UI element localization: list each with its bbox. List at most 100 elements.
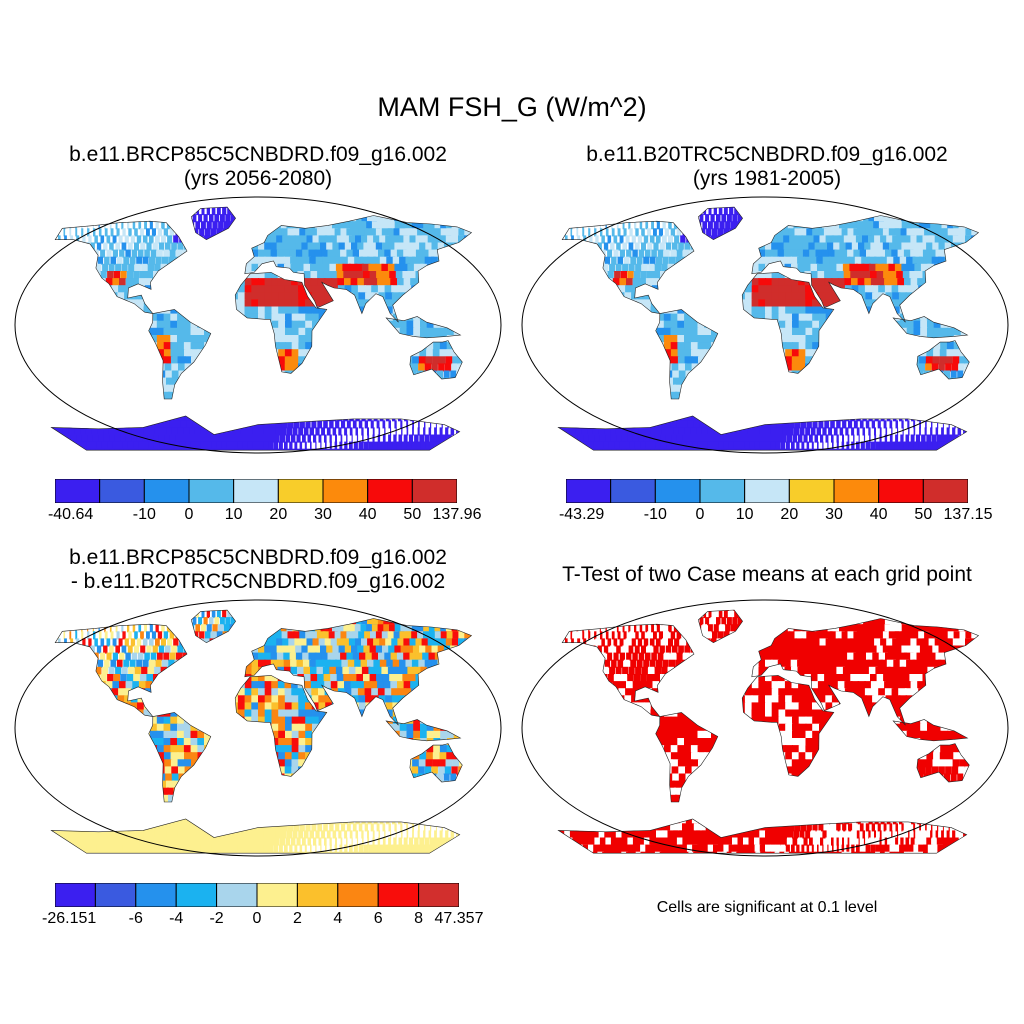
panel1-colorbar-ticks: -40.64 -10 0 10 20 30 40 50 137.96 xyxy=(48,506,482,526)
panel1-title-line2: (yrs 2056-2080) xyxy=(183,167,333,190)
p1-colorbar-box-0 xyxy=(55,479,101,503)
p3-colorbar-tick-8: 8 xyxy=(414,910,424,927)
p3-colorbar-tick-0: -26.151 xyxy=(41,910,97,927)
p1-coastline-namerica xyxy=(54,220,188,315)
p2-colorbar-box-2 xyxy=(654,479,701,503)
p3-colorbar-box-5 xyxy=(256,883,298,907)
p2-map-border xyxy=(521,196,1009,454)
panel2-world-map xyxy=(521,196,1009,454)
p3-colorbar-tick-5: 2 xyxy=(292,910,302,927)
p3-coastline-antarctica xyxy=(50,818,461,854)
p2-colorbar-tick-0: -43.29 xyxy=(558,506,605,523)
panel2-colorbar xyxy=(566,479,968,503)
p2-coastline-namerica xyxy=(561,220,695,315)
p3-coastline-africa xyxy=(234,675,328,777)
p1-coastline-australia xyxy=(409,340,463,380)
p3-coastline-samerica xyxy=(148,712,212,803)
p3-coastline-greenland xyxy=(190,609,236,644)
p1-coastline-africa xyxy=(234,272,328,374)
panel3-colorbar-ticks: -26.151 -6 -4 -2 0 2 4 6 8 47.357 xyxy=(42,910,483,930)
p1-map-border xyxy=(14,196,502,454)
p1-colorbar-box-3 xyxy=(188,479,235,503)
p2-coastline-eurasia xyxy=(751,215,980,323)
panel3-colorbar xyxy=(55,883,459,907)
panel2-title: b.e11.B20TRC5CNBDRD.f09_g16.002 (yrs 198… xyxy=(517,143,1017,191)
panel1-colorbar xyxy=(55,479,457,503)
p3-map-border xyxy=(14,599,502,857)
p2-coastline-africa xyxy=(741,272,835,374)
p1-colorbar-box-7 xyxy=(367,479,413,503)
p2-coastline-greenland xyxy=(697,206,743,241)
p3-colorbar-box-7 xyxy=(337,883,379,907)
p4-coastline-namerica xyxy=(561,623,695,718)
p3-coastline-eurasia xyxy=(244,618,473,726)
panel2-title-line2: (yrs 1981-2005) xyxy=(692,167,842,190)
p2-colorbar-box-3 xyxy=(699,479,746,503)
p4-coastline-antarctica xyxy=(557,818,968,854)
p1-colorbar-tick-6: 40 xyxy=(358,506,377,523)
p2-coastline-indonesia xyxy=(892,316,969,339)
p1-colorbar-box-2 xyxy=(143,479,190,503)
p1-coastline-greenland xyxy=(190,206,236,241)
p1-colorbar-box-6 xyxy=(322,479,369,503)
p2-colorbar-tick-5: 30 xyxy=(825,506,843,523)
p1-colorbar-tick-2: 0 xyxy=(184,506,194,523)
panel1-title: b.e11.BRCP85C5CNBDRD.f09_g16.002 (yrs 20… xyxy=(8,143,508,191)
p1-colorbar-tick-8: 137.96 xyxy=(432,506,482,523)
p2-colorbar-box-5 xyxy=(788,479,835,503)
p4-coastline-australia xyxy=(916,743,970,783)
p3-colorbar-tick-6: 4 xyxy=(333,910,343,927)
panel3-title-line2: - b.e11.B20TRC5CNBDRD.f09_g16.002 xyxy=(70,570,446,593)
p3-colorbar-box-8 xyxy=(377,883,420,907)
p1-colorbar-tick-1: -10 xyxy=(132,506,156,523)
p1-coastline-eurasia xyxy=(244,215,473,323)
p1-colorbar-box-1 xyxy=(99,479,145,503)
p3-colorbar-box-1 xyxy=(94,883,137,907)
p3-coastline-namerica xyxy=(54,623,188,718)
p3-coastline-indonesia xyxy=(385,719,462,742)
p1-colorbar-tick-7: 50 xyxy=(403,506,422,523)
p2-colorbar-tick-3: 10 xyxy=(735,506,754,523)
p1-colorbar-tick-3: 10 xyxy=(224,506,243,523)
p3-colorbar-tick-7: 6 xyxy=(373,910,383,927)
p3-colorbar-tick-4: 0 xyxy=(252,910,262,927)
p3-colorbar-box-3 xyxy=(175,883,218,907)
p2-colorbar-tick-8: 137.15 xyxy=(943,506,993,523)
p3-colorbar-box-0 xyxy=(55,883,96,907)
p3-coastline-australia xyxy=(409,743,463,783)
panel1-world-map xyxy=(14,196,502,454)
panel3-title-line1: b.e11.BRCP85C5CNBDRD.f09_g16.002 xyxy=(69,546,447,569)
panel2-title-line1: b.e11.B20TRC5CNBDRD.f09_g16.002 xyxy=(586,143,948,166)
p4-map-border xyxy=(521,599,1009,857)
panel1-title-line1: b.e11.BRCP85C5CNBDRD.f09_g16.002 xyxy=(69,143,447,166)
p2-colorbar-tick-7: 50 xyxy=(914,506,933,523)
p1-coastline-antarctica xyxy=(50,415,461,451)
panel3-world-map xyxy=(14,599,502,857)
p2-colorbar-tick-6: 40 xyxy=(869,506,888,523)
p2-colorbar-box-6 xyxy=(833,479,880,503)
p2-colorbar-tick-4: 20 xyxy=(780,506,799,523)
p2-colorbar-tick-2: 0 xyxy=(695,506,705,523)
p2-coastline-antarctica xyxy=(557,415,968,451)
p1-colorbar-tick-0: -40.64 xyxy=(47,506,94,523)
p1-coastline-indonesia xyxy=(385,316,462,339)
p1-colorbar-tick-5: 30 xyxy=(314,506,332,523)
panel4-world-map xyxy=(521,599,1009,857)
p2-colorbar-tick-1: -10 xyxy=(643,506,667,523)
panel4-title: T-Test of two Case means at each grid po… xyxy=(562,563,972,586)
p2-colorbar-box-8 xyxy=(922,479,968,503)
p2-colorbar-box-1 xyxy=(610,479,656,503)
p3-colorbar-tick-2: -4 xyxy=(169,910,184,927)
p4-coastline-indonesia xyxy=(892,719,969,742)
p4-coastline-africa xyxy=(741,675,835,777)
p3-colorbar-tick-1: -6 xyxy=(128,910,143,927)
p2-colorbar-box-7 xyxy=(878,479,924,503)
panel3-title: b.e11.BRCP85C5CNBDRD.f09_g16.002 - b.e11… xyxy=(8,546,508,594)
p3-colorbar-box-4 xyxy=(216,883,258,907)
p2-colorbar-box-4 xyxy=(744,479,790,503)
p3-colorbar-tick-9: 47.357 xyxy=(434,910,484,927)
p4-coastline-eurasia xyxy=(751,618,980,726)
p3-colorbar-box-2 xyxy=(135,883,177,907)
p1-colorbar-box-4 xyxy=(233,479,279,503)
p2-colorbar-box-0 xyxy=(566,479,612,503)
